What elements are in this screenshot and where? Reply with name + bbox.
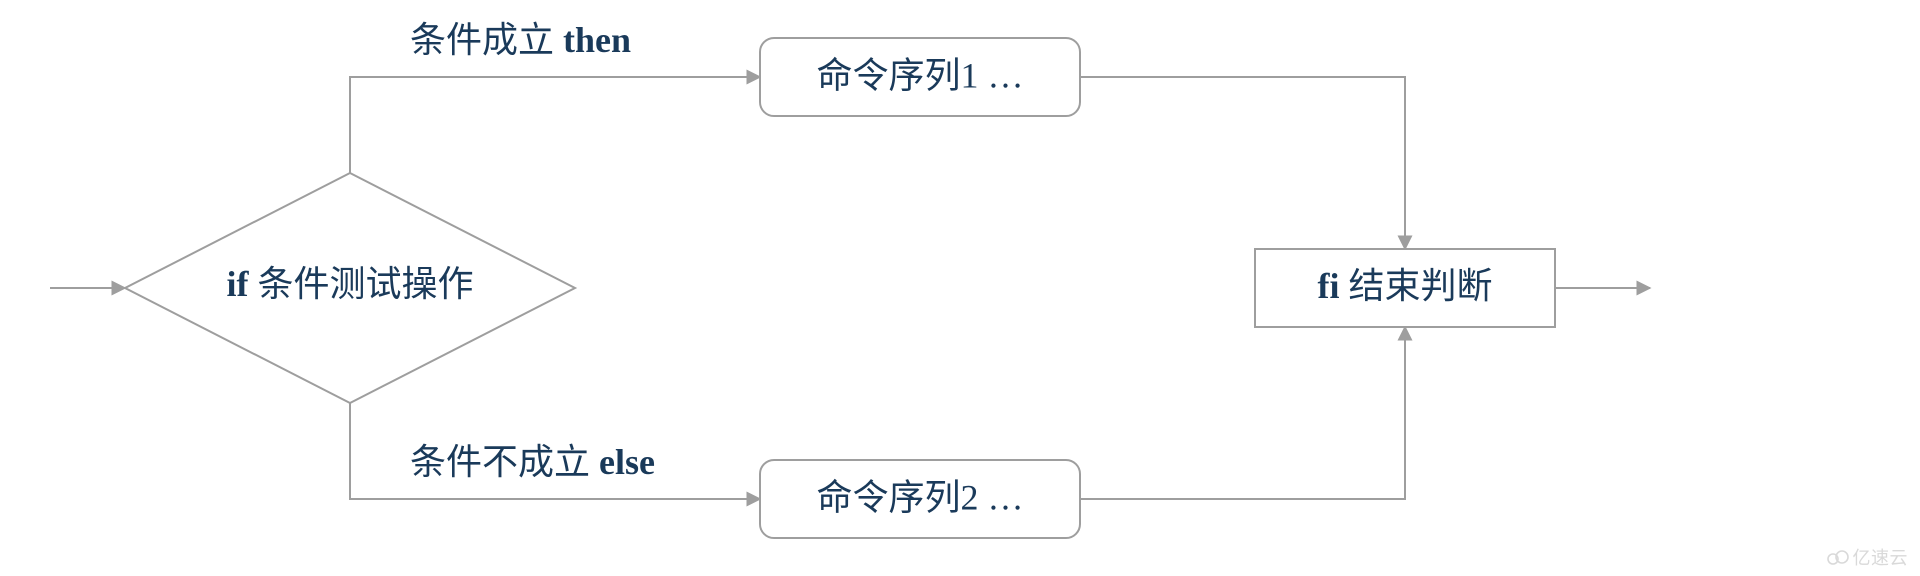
else-label-text: 条件不成立: [410, 442, 599, 482]
edge-then-label: 条件成立 then: [410, 20, 631, 60]
watermark: 亿速云: [1825, 544, 1909, 570]
watermark-logo-icon: [1825, 548, 1851, 566]
edge-seq1-out: [1080, 77, 1405, 249]
edge-seq2-out: [1080, 327, 1405, 499]
seq1-label: 命令序列1 …: [816, 55, 1023, 95]
then-keyword: then: [563, 20, 631, 60]
then-label-text: 条件成立: [410, 20, 563, 60]
decision-keyword: if: [226, 264, 249, 304]
edge-then: [350, 77, 760, 173]
flowchart-canvas: if 条件测试操作 条件成立 then 条件不成立 else 命令序列1 … 命…: [0, 0, 1920, 576]
decision-text: 条件测试操作: [248, 264, 473, 304]
else-keyword: else: [599, 442, 655, 482]
end-keyword: fi: [1317, 266, 1339, 306]
edge-else-label: 条件不成立 else: [410, 442, 655, 482]
seq2-label: 命令序列2 …: [816, 477, 1023, 517]
decision-label: if 条件测试操作: [226, 264, 473, 304]
watermark-text: 亿速云: [1853, 544, 1909, 570]
end-label: fi 结束判断: [1317, 266, 1492, 306]
end-text: 结束判断: [1339, 266, 1492, 306]
